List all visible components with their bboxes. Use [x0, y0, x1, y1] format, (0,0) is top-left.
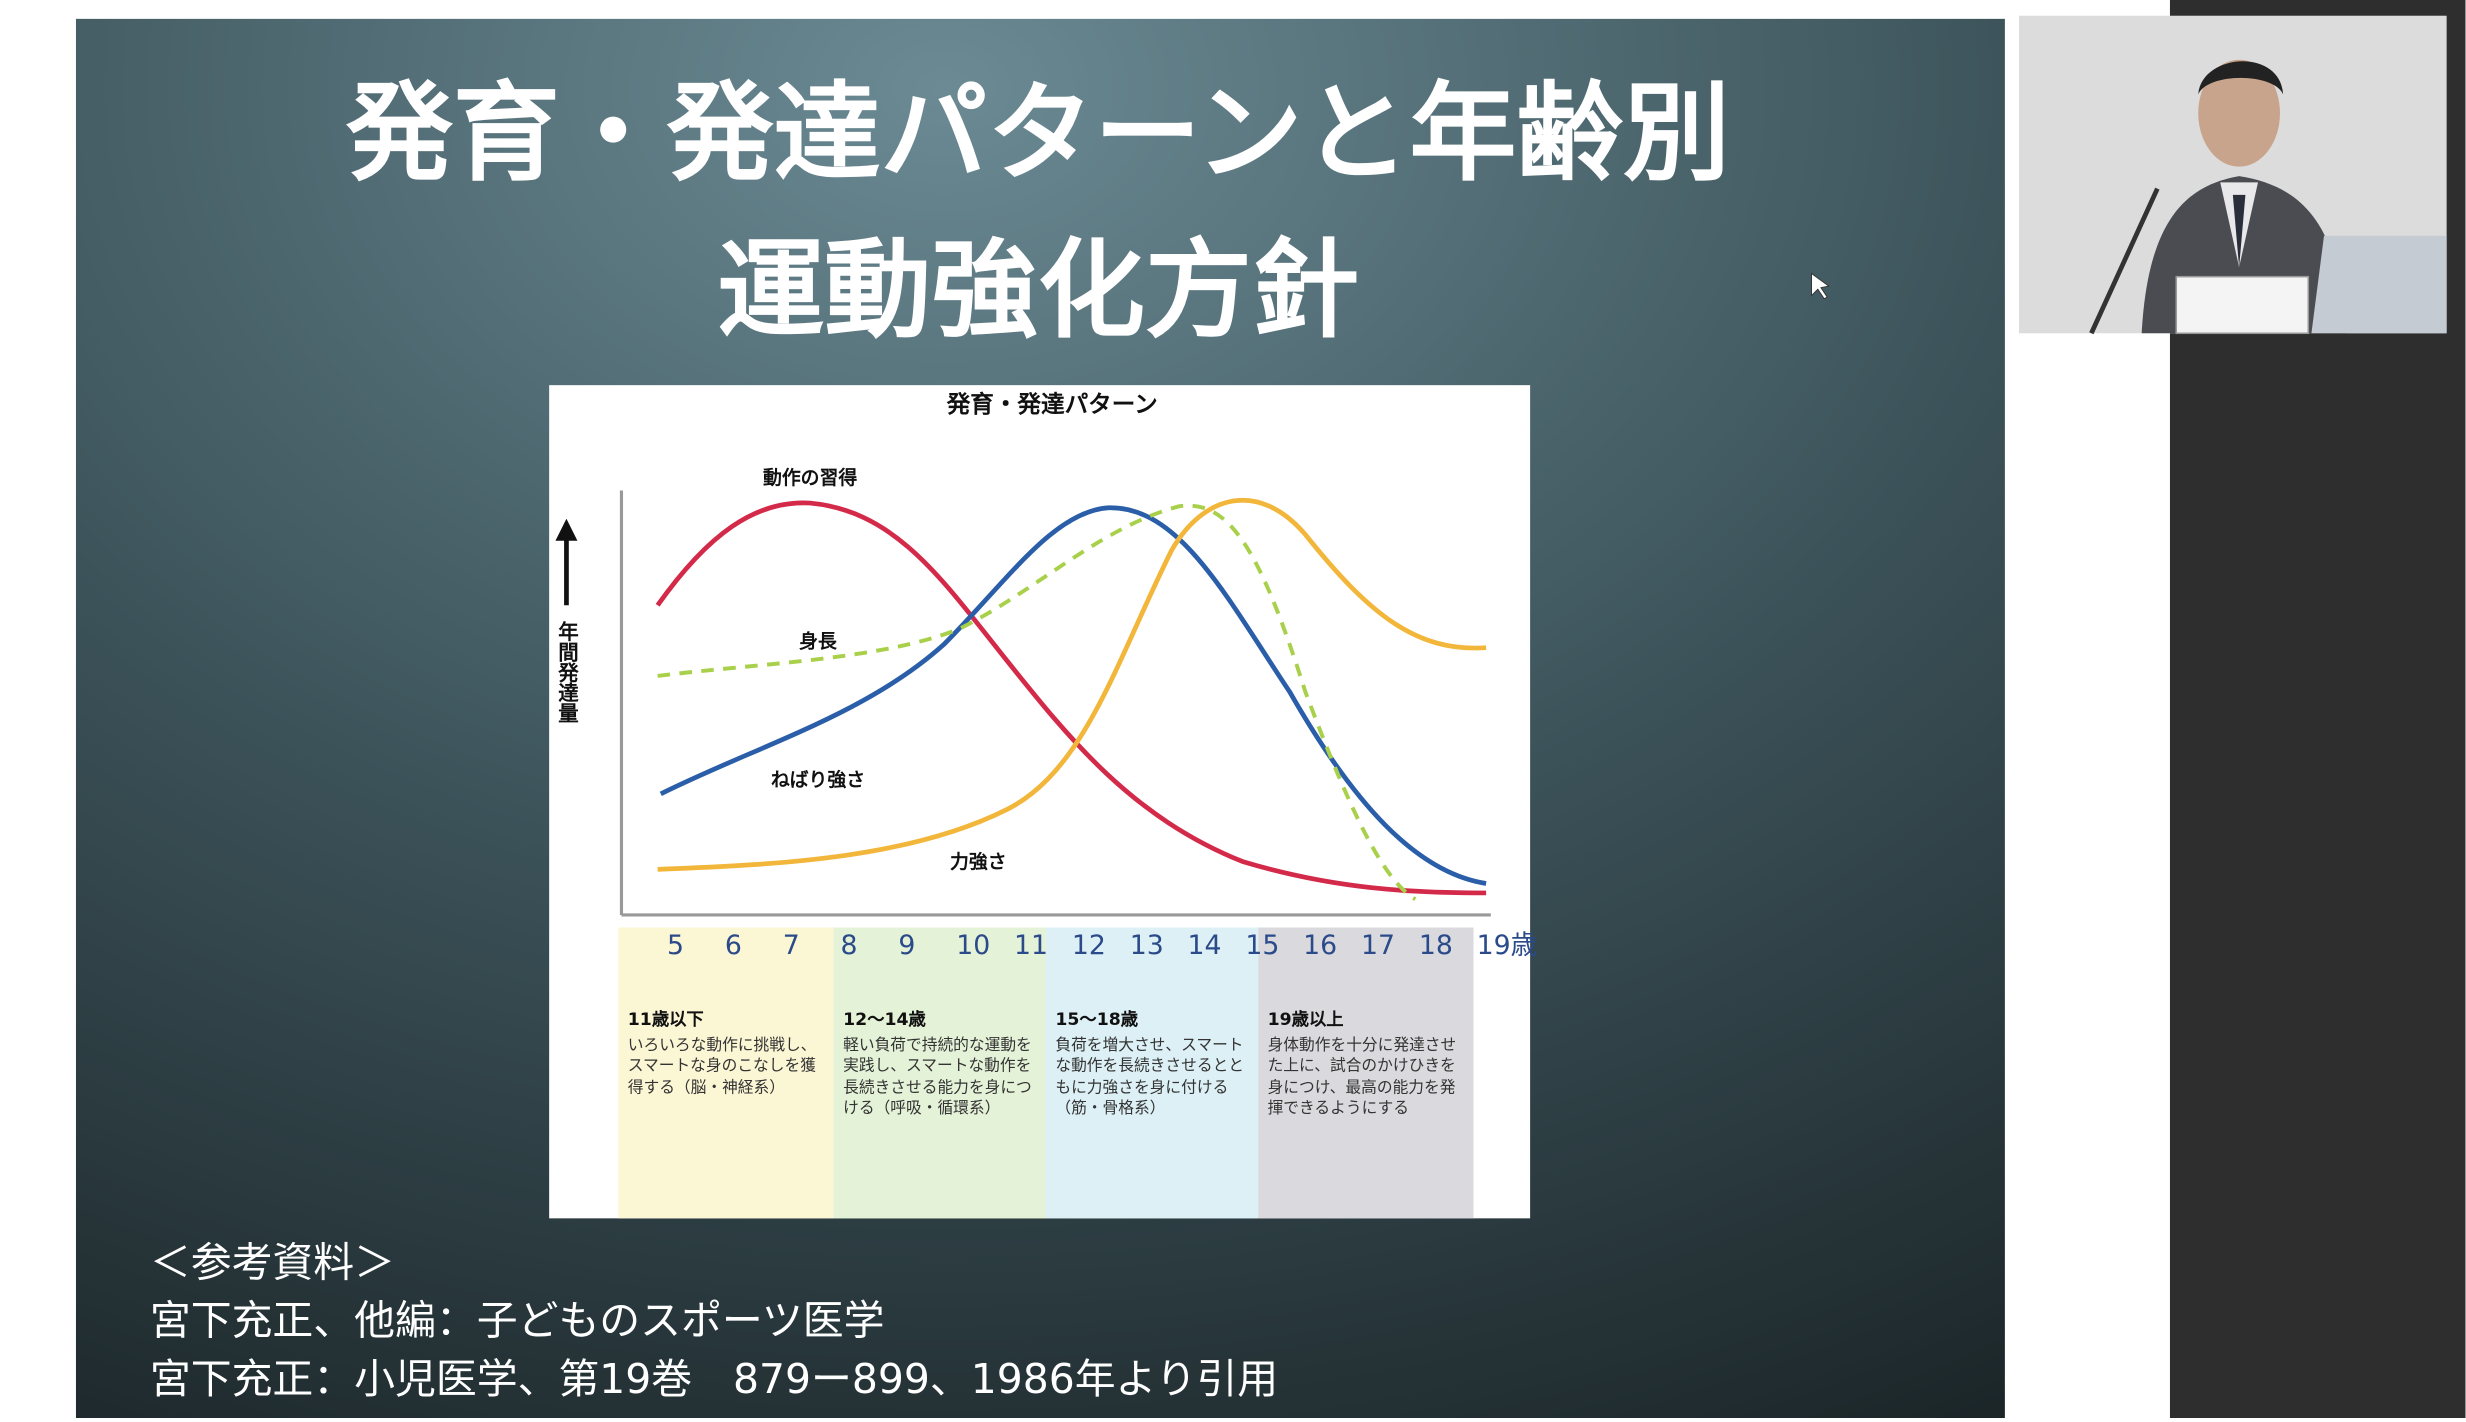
- stage-heading: 19歳以上: [1267, 1009, 1344, 1030]
- curve-label: 身長: [799, 630, 838, 653]
- x-label: 15: [1245, 930, 1279, 961]
- x-label: 10: [956, 930, 990, 961]
- curve-label: 力強さ: [950, 850, 1007, 873]
- curve-label: 動作の習得: [763, 466, 857, 489]
- stage-bg: [1258, 927, 1474, 1219]
- stage-box: 19歳以上身体動作を十分に発達させた上に、試合のかけひきを身につけ、最高の能力を…: [1258, 1003, 1473, 1218]
- x-label: 7: [783, 930, 800, 961]
- x-label: 8: [841, 930, 858, 961]
- curve: [659, 505, 1487, 886]
- stage-box: 12～14歳軽い負荷で持続的な運動を実践し、スマートな動作を長続きさせる能力を身…: [834, 1003, 1046, 1218]
- person-hair: [2198, 61, 2284, 95]
- stage: 19歳以上身体動作を十分に発達させた上に、試合のかけひきを身につけ、最高の能力を…: [1258, 1003, 1473, 1218]
- person-tie: [2232, 194, 2246, 268]
- stage-heading: 12～14歳: [843, 1009, 926, 1030]
- figure-title: 発育・発達パターン: [946, 390, 1158, 418]
- x-label: 17: [1361, 930, 1395, 961]
- laptop: [2311, 235, 2447, 334]
- figure: 発育・発達パターン 年間発達量 動作の習得 身長 ねばり強さ 力強さ 5 6 7 8 9…: [549, 385, 1537, 1219]
- x-label: 6: [725, 930, 742, 961]
- reference: 宮下充正：小児医学、第19巻 879ー899、1986年より引用: [150, 1355, 1278, 1403]
- x-label: 12: [1072, 930, 1106, 961]
- stage-box: 11歳以下いろいろな動作に挑戦し、スマートな身のこなしを獲得する（脳・神経系）: [618, 1003, 833, 1218]
- x-label: 19歳: [1477, 930, 1538, 961]
- nameplate: [2175, 275, 2310, 335]
- stage-text: 軽い負荷で持続的な運動を実践し、スマートな動作を長続きさせる能力を身につける（呼…: [843, 1037, 1032, 1119]
- x-label: 11: [1014, 930, 1048, 961]
- curve: [657, 503, 1417, 901]
- x-label: 18: [1419, 930, 1453, 961]
- reference: ＜参考資料＞: [150, 1239, 395, 1287]
- reference: 宮下充正、他編：子どものスポーツ医学: [150, 1297, 885, 1345]
- x-label: 16: [1303, 930, 1337, 961]
- microphone: [2089, 187, 2160, 335]
- mouse-cursor: [1811, 272, 1830, 300]
- curve: [657, 497, 1487, 872]
- slide-title: 発育・発達パターンと年齢別: [346, 72, 1730, 196]
- stage: 12～14歳軽い負荷で持続的な運動を実践し、スマートな動作を長続きさせる能力を身…: [834, 1003, 1046, 1218]
- curve-label: ねばり強さ: [771, 769, 865, 791]
- slide-title: 運動強化方針: [717, 229, 1358, 353]
- stage-heading: 11歳以下: [627, 1009, 704, 1030]
- x-label: 9: [898, 930, 915, 961]
- curve: [655, 500, 1487, 896]
- y-label: 年間発達量: [554, 620, 579, 723]
- video-thumbnail: [2019, 15, 2447, 335]
- stage-text: いろいろな動作に挑戦し、スマートな身のこなしを獲得する（脳・神経系）: [627, 1037, 817, 1098]
- stage: 15～18歳負荷を増大させ、スマートな動作を長続きさせるとともに力強さを身に付け…: [1046, 1003, 1258, 1218]
- x-labels: 5 6 7 8 9 10 11 12 13 14 15 16 17 18 19歳: [667, 930, 1537, 961]
- person-face: [2198, 59, 2280, 167]
- stage-box: 15～18歳負荷を増大させ、スマートな動作を長続きさせるとともに力強さを身に付け…: [1046, 1003, 1258, 1218]
- stage-bg: [618, 927, 834, 1219]
- arrow-head: [555, 518, 578, 541]
- x-label: 13: [1130, 930, 1164, 961]
- stage-text: 負荷を増大させ、スマートな動作を長続きさせるとともに力強さを身に付ける（筋・骨格…: [1055, 1037, 1245, 1119]
- stage-bg: [833, 927, 1046, 1219]
- x-label: 5: [667, 930, 684, 961]
- stage-bg: [1045, 927, 1259, 1219]
- stage-text: 身体動作を十分に発達させた上に、試合のかけひきを身につけ、最高の能力を発揮できる…: [1267, 1037, 1457, 1119]
- stage-heading: 15～18歳: [1055, 1009, 1139, 1030]
- x-label: 14: [1188, 930, 1222, 961]
